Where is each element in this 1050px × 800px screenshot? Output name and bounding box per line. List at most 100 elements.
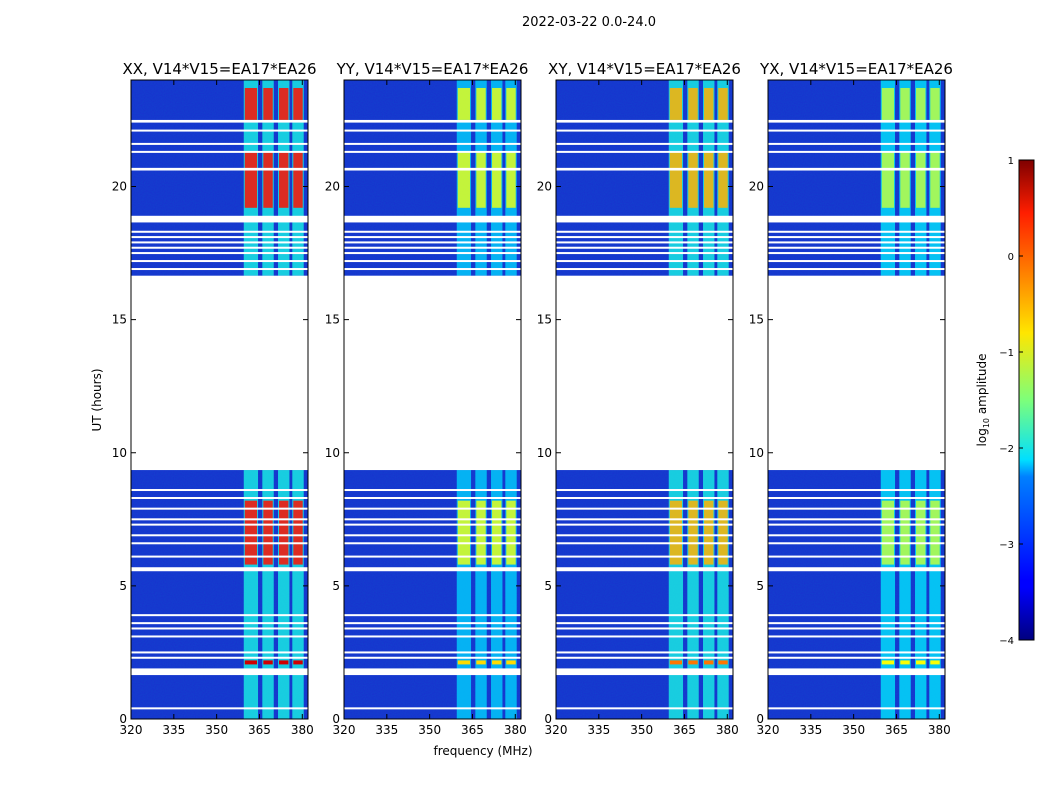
- band-low-4: [717, 470, 729, 719]
- gap-line: [556, 614, 733, 617]
- band-strong-3-2: [704, 151, 714, 208]
- band-low-4: [505, 470, 517, 719]
- y-tick-label: 15: [112, 313, 127, 327]
- y-tick-label: 5: [756, 579, 764, 593]
- gap-line: [131, 489, 308, 492]
- band-spike-4: [506, 660, 516, 665]
- gap-line: [131, 656, 308, 659]
- x-tick-label: 350: [630, 723, 653, 737]
- gap-line: [556, 246, 733, 249]
- y-tick-label: 10: [749, 446, 764, 460]
- band-strong-1-2: [881, 151, 895, 208]
- gap-line: [344, 635, 521, 638]
- gap-line: [131, 230, 308, 233]
- gap-line: [768, 656, 945, 659]
- data-gap: [344, 567, 521, 572]
- colorbar-gradient: [1018, 159, 1035, 641]
- gap-line: [556, 635, 733, 638]
- x-tick-label: 365: [461, 723, 484, 737]
- data-gap: [556, 567, 733, 572]
- data-gap: [768, 215, 945, 223]
- gap-line: [556, 236, 733, 239]
- panel-frame: [767, 79, 946, 720]
- y-tick-label: 20: [325, 180, 340, 194]
- x-tick-label: 350: [842, 723, 865, 737]
- panel-title: YX, V14*V15=EA17*EA26: [759, 60, 953, 78]
- y-tick-label: 10: [537, 446, 552, 460]
- gap-line: [344, 236, 521, 239]
- band-strong-2-1: [476, 500, 486, 565]
- gap-line: [556, 656, 733, 659]
- gap-line: [768, 268, 945, 271]
- gap-line: [344, 241, 521, 244]
- x-axis-label: frequency (MHz): [433, 744, 532, 758]
- gap-line: [131, 241, 308, 244]
- band-low-4: [929, 470, 941, 719]
- band-strong-1-3: [457, 87, 471, 120]
- colorbar-tick-label: 0: [1008, 252, 1014, 263]
- band-strong-1-2: [457, 151, 471, 208]
- data-gap: [131, 275, 308, 471]
- y-tick-label: 0: [119, 712, 127, 726]
- gap-line: [344, 142, 521, 145]
- band-strong-4-1: [506, 500, 516, 565]
- band-strong-4-1: [930, 500, 940, 565]
- data-gap: [344, 668, 521, 676]
- panels-group: XX, V14*V15=EA17*EA26 320 335 350 365 380 0 5 10…: [112, 60, 953, 737]
- band-spike-3: [704, 660, 714, 665]
- band-low-3: [915, 470, 927, 719]
- data-gap: [768, 567, 945, 572]
- gap-line: [556, 707, 733, 710]
- gap-line: [344, 497, 521, 500]
- band-strong-3-2: [916, 151, 926, 208]
- band-strong-1-3: [244, 87, 258, 120]
- x-tick-label: 320: [757, 723, 780, 737]
- colorbar: 1 0 −1 −2 −3 −4 log10 amplitude: [975, 156, 1035, 647]
- y-tick-label: 15: [325, 313, 340, 327]
- gap-line: [131, 268, 308, 271]
- band-strong-2-3: [476, 87, 486, 120]
- y-tick-label: 5: [119, 579, 127, 593]
- band-low-2: [262, 470, 274, 719]
- colorbar-tick-label: −2: [999, 444, 1014, 455]
- gap-line: [131, 518, 308, 521]
- data-gap: [344, 167, 521, 171]
- x-tick-label: 380: [504, 723, 527, 737]
- y-tick-label: 5: [332, 579, 340, 593]
- gap-line: [768, 142, 945, 145]
- band-low-3: [491, 470, 503, 719]
- x-tick-label: 380: [928, 723, 951, 737]
- data-gap: [131, 167, 308, 171]
- band-strong-1-3: [881, 87, 895, 120]
- panel-4: YX, V14*V15=EA17*EA26 320 335 350 365 380 0 5 10…: [749, 60, 953, 737]
- band-strong-2-3: [900, 87, 910, 120]
- gap-line: [344, 627, 521, 630]
- y-tick-label: 20: [749, 180, 764, 194]
- x-tick-label: 380: [716, 723, 739, 737]
- gap-line: [131, 129, 308, 132]
- colorbar-tick-label: −1: [999, 348, 1014, 359]
- band-strong-4-3: [718, 87, 728, 120]
- y-tick-label: 20: [537, 180, 552, 194]
- gap-line: [344, 534, 521, 537]
- x-tick-label: 350: [205, 723, 228, 737]
- panel-title: YY, V14*V15=EA17*EA26: [336, 60, 529, 78]
- gap-line: [768, 707, 945, 710]
- gap-line: [768, 252, 945, 255]
- band-low-2: [475, 470, 487, 719]
- band-strong-3-2: [492, 151, 502, 208]
- band-low-3: [703, 470, 715, 719]
- gap-line: [768, 518, 945, 521]
- gap-line: [344, 707, 521, 710]
- x-tick-label: 335: [799, 723, 822, 737]
- band-low-3: [278, 470, 290, 719]
- band-strong-2-2: [476, 151, 486, 208]
- band-spike-2: [900, 660, 910, 665]
- gap-line: [344, 622, 521, 625]
- gap-line: [556, 241, 733, 244]
- gap-line: [344, 252, 521, 255]
- gap-line: [131, 246, 308, 249]
- band-low-2: [899, 470, 911, 719]
- gap-line: [556, 230, 733, 233]
- band-strong-1-1: [669, 500, 683, 565]
